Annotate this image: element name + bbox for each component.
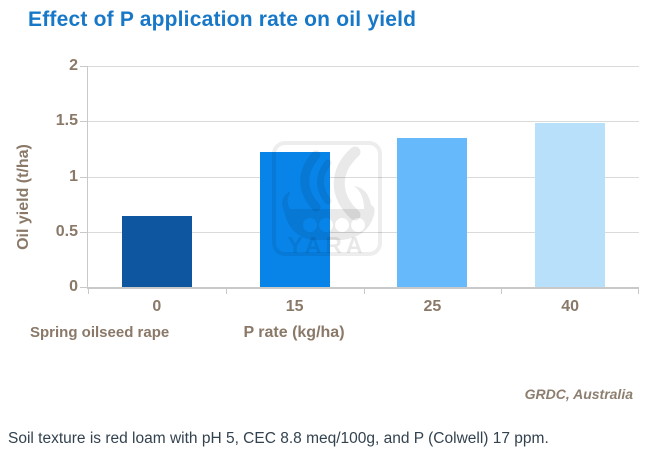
- gridline: [88, 231, 639, 233]
- x-tick-mark: [363, 289, 365, 294]
- series-group-label: Spring oilseed rape: [30, 324, 170, 341]
- x-tick-label: 25: [423, 298, 442, 315]
- bar-15: [259, 152, 330, 287]
- y-tick-label: 2: [69, 57, 78, 74]
- bar-0: [121, 216, 192, 287]
- x-tick-label: 0: [152, 298, 162, 315]
- viking-ship-hull: [282, 186, 375, 240]
- x-tick-mark: [225, 289, 227, 294]
- y-tick-label: 0: [69, 278, 78, 295]
- y-tick-label: 1: [69, 167, 78, 185]
- y-axis-labels: 0 0.5 1 1.5 2: [20, 57, 78, 295]
- x-tick-label: 15: [285, 298, 304, 315]
- x-tick-mark: [501, 289, 503, 294]
- y-tick-mark: [80, 176, 88, 178]
- viking-ship-icon: [300, 146, 361, 221]
- y-tick-label: 1.5: [55, 112, 78, 130]
- bar-40: [535, 123, 606, 287]
- y-tick-mark: [80, 121, 88, 123]
- y-tick-label: 0.5: [55, 222, 78, 240]
- y-tick-mark: [80, 287, 88, 288]
- x-axis-title: P rate (kg/ha): [243, 324, 345, 341]
- gridline: [88, 66, 639, 67]
- watermark-border: [272, 141, 382, 256]
- y-tick-mark: [80, 66, 88, 67]
- gridline: [88, 176, 639, 178]
- y-tick-mark: [80, 231, 88, 233]
- source-credit: GRDC, Australia: [524, 386, 633, 402]
- plot-area: 0 15 25 40: [80, 66, 639, 315]
- yara-logo-watermark: YARA: [272, 141, 382, 258]
- x-tick-mark: [638, 289, 639, 294]
- chart-title: Effect of P application rate on oil yiel…: [28, 8, 417, 31]
- watermark-wordmark: YARA: [287, 232, 366, 258]
- gridline: [88, 121, 639, 123]
- x-tick-label: 40: [561, 298, 580, 315]
- bar-25: [397, 137, 468, 287]
- x-tick-mark: [88, 289, 89, 294]
- caption-text: Soil texture is red loam with pH 5, CEC …: [8, 430, 549, 447]
